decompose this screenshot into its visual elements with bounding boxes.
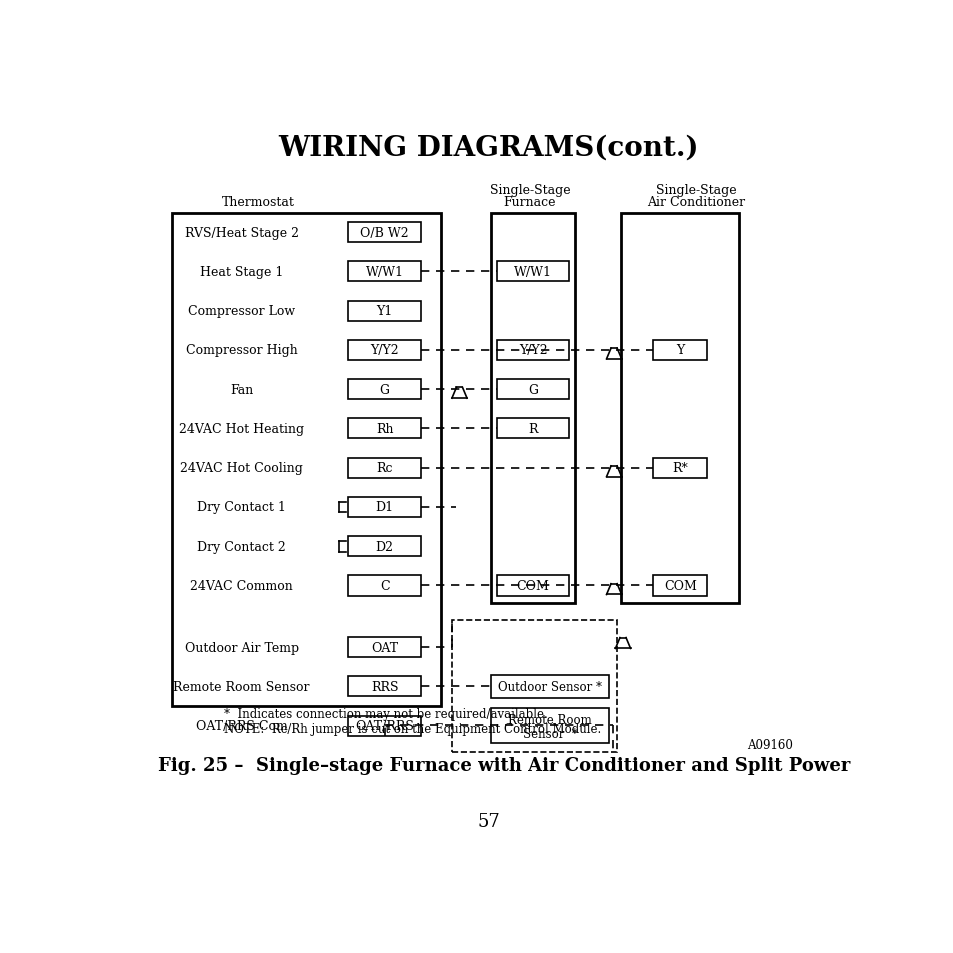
Text: Fan: Fan [230,383,253,396]
Bar [491,709,608,743]
Text: Remote Room: Remote Room [508,713,592,726]
Text: WIRING DIAGRAMS(cont.): WIRING DIAGRAMS(cont.) [278,134,699,162]
Text: COM: COM [517,579,549,593]
Text: Y/Y2: Y/Y2 [518,344,547,357]
Bar [348,497,421,517]
Text: RRS: RRS [371,680,398,693]
Bar [348,576,421,596]
Bar [497,340,568,360]
Bar [491,675,608,699]
Text: Outdoor Air Temp: Outdoor Air Temp [185,641,298,654]
Bar [348,419,421,439]
Text: Compressor High: Compressor High [186,344,297,357]
Bar [497,576,568,596]
Text: Sensor  *: Sensor * [522,727,577,740]
Bar [491,213,575,603]
Text: Y: Y [676,344,683,357]
Text: RVS/Heat Stage 2: RVS/Heat Stage 2 [185,226,298,239]
Bar [620,213,739,603]
Text: Remote Room Sensor: Remote Room Sensor [173,680,310,693]
Bar [348,716,421,736]
Bar [348,677,421,697]
Bar [497,379,568,399]
Text: R: R [528,422,537,436]
Text: Dry Contact 2: Dry Contact 2 [197,540,286,553]
Text: 24VAC Hot Heating: 24VAC Hot Heating [179,422,304,436]
Text: *  Indicates connection may not be required/available.: * Indicates connection may not be requir… [224,707,547,720]
Text: 57: 57 [477,812,499,830]
Text: 24VAC Hot Cooling: 24VAC Hot Cooling [180,461,303,475]
Text: 24VAC Common: 24VAC Common [191,579,293,593]
Text: D2: D2 [375,540,394,553]
Text: Furnace: Furnace [503,195,556,209]
Bar [348,537,421,557]
Bar [348,340,421,360]
Text: Rh: Rh [375,422,393,436]
Bar [348,223,421,243]
Text: NOTE:  Rc/Rh jumper is cut on the Equipment Control Module.: NOTE: Rc/Rh jumper is cut on the Equipme… [224,722,600,736]
Bar [653,576,707,596]
Bar [497,262,568,282]
Text: Single-Stage: Single-Stage [656,184,736,197]
Text: Dry Contact 1: Dry Contact 1 [197,501,286,514]
Text: W/W1: W/W1 [514,266,552,278]
Text: R*: R* [672,461,687,475]
Text: Single-Stage: Single-Stage [489,184,570,197]
Bar [653,458,707,478]
Text: G: G [379,383,389,396]
Text: Heat Stage 1: Heat Stage 1 [200,266,283,278]
Text: OAT: OAT [371,641,397,654]
Text: Y1: Y1 [376,305,393,317]
Text: W/W1: W/W1 [365,266,403,278]
Text: Compressor Low: Compressor Low [188,305,294,317]
Text: Rc: Rc [376,461,393,475]
Bar [348,638,421,658]
Text: Air Conditioner: Air Conditioner [647,195,745,209]
Text: Fig. 25 –  Single–stage Furnace with Air Conditioner and Split Power: Fig. 25 – Single–stage Furnace with Air … [158,756,849,774]
Text: OAT/RRS: OAT/RRS [355,720,414,732]
Text: D1: D1 [375,501,394,514]
Bar [348,301,421,321]
Text: OAT/RRS Com: OAT/RRS Com [195,720,287,732]
Text: Outdoor Sensor *: Outdoor Sensor * [497,680,601,693]
Bar [348,379,421,399]
Text: G: G [528,383,537,396]
Bar [172,213,440,706]
Text: O/B W2: O/B W2 [360,226,409,239]
Text: C: C [379,579,389,593]
Bar [653,340,707,360]
Bar [348,458,421,478]
Bar [348,262,421,282]
Text: A09160: A09160 [746,738,792,751]
Text: Thermostat: Thermostat [222,195,294,209]
Bar [452,620,617,753]
Text: Y/Y2: Y/Y2 [370,344,398,357]
Text: COM: COM [663,579,696,593]
Bar [497,419,568,439]
